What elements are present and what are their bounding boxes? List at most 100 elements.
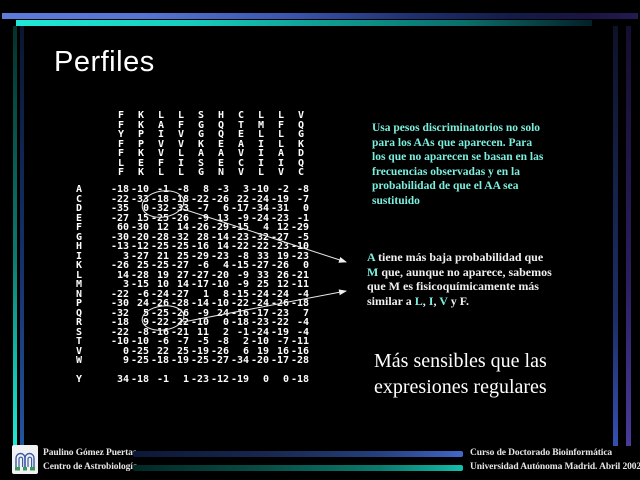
- matrix-score-cell: -8: [136, 326, 149, 338]
- alignment-residue: A: [157, 119, 164, 131]
- matrix-score-cell: -7: [196, 203, 209, 214]
- matrix-score-cell: -18: [110, 317, 129, 328]
- matrix-score-cell: -17: [270, 355, 289, 366]
- alignment-residue: Q: [217, 119, 224, 131]
- matrix-score-cell: -8: [296, 184, 309, 195]
- matrix-score-cell: -11: [290, 279, 309, 290]
- matrix-score-cell: -25: [190, 355, 209, 366]
- alignment-residue: L: [177, 110, 184, 121]
- alignment-residue: T: [237, 119, 244, 131]
- matrix-score-cell: 22: [236, 193, 249, 205]
- matrix-score-cell: 12: [156, 222, 169, 233]
- alignment-residue: A: [277, 148, 284, 159]
- matrix-score-cell: -11: [290, 336, 309, 347]
- alignment-residue: N: [217, 167, 224, 178]
- matrix-row-label: V: [76, 345, 83, 357]
- matrix-row-label: T: [76, 336, 83, 347]
- note-line: que M es fisicoquímicamente más: [367, 279, 539, 294]
- cab-logo: [12, 445, 38, 474]
- matrix-score-cell: -7: [176, 336, 189, 347]
- alignment-residue: V: [297, 110, 304, 121]
- matrix-score-cell: -12: [130, 241, 149, 252]
- left-border-blue: [20, 26, 24, 446]
- matrix-row: T -10 -10 -6 -7 -5 -8 2 -10 -7 -11: [76, 337, 310, 347]
- matrix-score-cell: -9: [236, 269, 249, 281]
- matrix-score-cell: 6: [242, 345, 249, 357]
- matrix-score-cell: -26: [170, 212, 189, 224]
- matrix-score-cell: -10: [130, 184, 149, 195]
- matrix-score-cell: -28: [130, 269, 149, 281]
- matrix-score-cell: -21: [290, 269, 309, 281]
- alignment-residue: L: [157, 110, 164, 121]
- note-line: Usa pesos discriminatorios no solo: [372, 122, 541, 134]
- alignment-residue: A: [237, 138, 244, 150]
- alignment-residue: K: [297, 138, 304, 150]
- matrix-score-cell: -33: [130, 193, 149, 205]
- matrix-row-label: D: [76, 203, 83, 214]
- alignment-residue: Q: [297, 119, 304, 131]
- matrix-score-cell: 0: [262, 374, 269, 385]
- footer-course: Curso de Doctorado Bioinformática: [470, 448, 613, 458]
- matrix-score-cell: 3: [242, 184, 249, 195]
- matrix-score-cell: 9: [122, 355, 129, 366]
- alignment-residue: I: [257, 148, 264, 159]
- alignment-residue: F: [117, 148, 124, 159]
- alignment-residue: V: [177, 129, 184, 140]
- alignment-residue: L: [257, 129, 264, 140]
- matrix-score-cell: -26: [210, 345, 229, 357]
- alignment-residue: K: [197, 138, 204, 150]
- alignment-residue: P: [137, 138, 144, 150]
- top-bar-teal: [16, 20, 592, 26]
- matrix-score-cell: -27: [110, 212, 129, 224]
- matrix-score-cell: -10: [250, 336, 269, 347]
- alignment-residue: V: [277, 167, 284, 178]
- matrix-score-cell: -19: [230, 374, 249, 385]
- page-title: Perfiles: [54, 46, 155, 78]
- matrix-score-cell: -8: [176, 184, 189, 195]
- matrix-row: L 14 -28 19 27 -27 -20 -9 33 26 -21: [76, 269, 310, 281]
- note-discriminative-weights: Usa pesos discriminatorios no solo para l…: [372, 121, 596, 209]
- matrix-score-cell: -10: [250, 184, 269, 195]
- matrix-score-cell: 0: [222, 317, 229, 328]
- note-line: M que, aunque no aparece, sabemos: [367, 264, 552, 279]
- matrix-score-cell: -3: [216, 184, 229, 195]
- matrix-row: S -22 -8 -16 -21 11 2 -1 -24 -19 -4: [76, 326, 310, 338]
- alignment-residue: G: [197, 119, 204, 131]
- matrix-score-cell: -31: [270, 203, 289, 214]
- note-line: probabilidad de que el AA sea: [372, 180, 519, 193]
- matrix-row-label: G: [76, 231, 83, 243]
- matrix-row-label: W: [76, 355, 83, 366]
- matrix-score-cell: 14: [116, 269, 129, 281]
- alignment-residue: L: [257, 167, 264, 178]
- alignment-residue: G: [297, 129, 304, 140]
- residue-highlight: A: [367, 250, 376, 264]
- alignment-residue: Q: [217, 129, 224, 140]
- matrix-score-cell: -22: [110, 193, 129, 205]
- matrix-score-cell: 21: [156, 250, 169, 262]
- matrix-row-label: A: [76, 184, 83, 195]
- matrix-score-cell: -19: [270, 193, 289, 205]
- matrix-score-cell: -15: [130, 279, 149, 290]
- matrix-score-cell: -30: [110, 298, 129, 309]
- matrix-score-cell: -23: [250, 317, 269, 328]
- alignment-residue: F: [117, 167, 124, 178]
- matrix-row-label: C: [76, 193, 83, 205]
- matrix-score-cell: -27: [250, 260, 269, 271]
- matrix-score-cell: -24: [250, 193, 269, 205]
- matrix-score-cell: -6: [156, 336, 169, 347]
- footer-bar-teal: [133, 465, 463, 471]
- alignment-residue: L: [257, 110, 264, 121]
- matrix-score-cell: 0: [282, 374, 289, 385]
- note-line: los que no aparecen se basan en las: [372, 151, 544, 164]
- note-line: frecuencias observadas y en la: [372, 165, 521, 178]
- matrix-score-cell: -35: [110, 203, 129, 214]
- matrix-score-cell: -17: [190, 279, 209, 290]
- matrix-row: M 3 -15 10 14 -17 -10 -9 25 12 -11: [76, 280, 310, 290]
- matrix-row: Y 34 -18 -1 1 -23 -12 -19 0 0 -18: [76, 375, 310, 385]
- alignment-residue: V: [157, 148, 164, 159]
